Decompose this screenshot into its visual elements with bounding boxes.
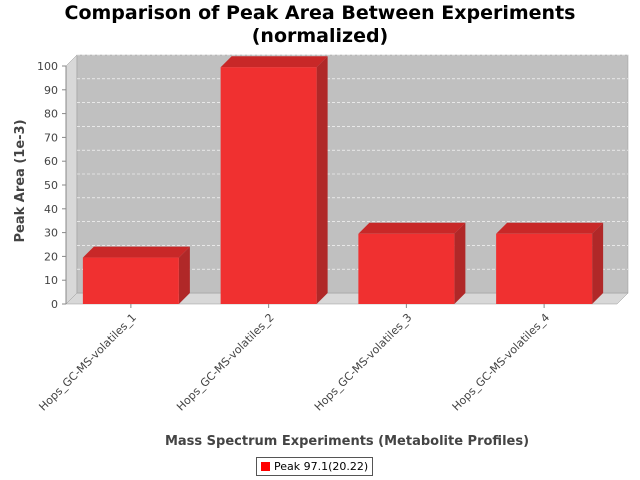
category-label: Hops_GC-MS-volatiles_3 bbox=[312, 311, 415, 414]
chart-title: Comparison of Peak Area Between Experime… bbox=[0, 2, 640, 48]
category-label: Hops_GC-MS-volatiles_1 bbox=[36, 311, 139, 414]
bar-side bbox=[316, 56, 328, 304]
y-tick-label: 70 bbox=[44, 131, 58, 144]
legend-swatch bbox=[261, 462, 270, 471]
plot-left-wall bbox=[65, 54, 78, 305]
bar-front bbox=[220, 67, 317, 304]
bar-top bbox=[496, 222, 604, 234]
category-label: Hops_GC-MS-volatiles_2 bbox=[174, 311, 277, 414]
legend-label: Peak 97.1(20.22) bbox=[274, 460, 369, 473]
bar bbox=[496, 222, 604, 304]
chart-title-line-2: (normalized) bbox=[251, 25, 389, 47]
legend: Peak 97.1(20.22) bbox=[256, 457, 374, 476]
y-tick-label: 30 bbox=[44, 227, 58, 240]
chart-title-line-1: Comparison of Peak Area Between Experime… bbox=[64, 2, 576, 24]
y-tick-label: 0 bbox=[51, 298, 58, 311]
y-tick-label: 10 bbox=[44, 274, 58, 287]
bar-front bbox=[358, 233, 455, 304]
y-tick-label: 60 bbox=[44, 155, 58, 168]
bar-front bbox=[82, 257, 179, 304]
bar-top bbox=[82, 246, 190, 258]
bar-top bbox=[220, 56, 328, 68]
bar-side bbox=[454, 222, 466, 304]
y-tick-label: 90 bbox=[44, 84, 58, 97]
y-tick-label: 80 bbox=[44, 108, 58, 121]
x-axis-label: Mass Spectrum Experiments (Metabolite Pr… bbox=[165, 434, 529, 449]
y-tick-label: 20 bbox=[44, 250, 58, 263]
y-tick-label: 40 bbox=[44, 203, 58, 216]
y-axis-label: Peak Area (1e-3) bbox=[13, 119, 28, 242]
bar bbox=[220, 56, 328, 304]
y-tick-label: 50 bbox=[44, 179, 58, 192]
bar-front bbox=[496, 233, 593, 304]
bar-side bbox=[178, 246, 190, 304]
bar bbox=[82, 246, 190, 304]
y-tick-label: 100 bbox=[37, 60, 58, 73]
bar-top bbox=[358, 222, 466, 234]
category-label: Hops_GC-MS-volatiles_4 bbox=[450, 311, 553, 414]
bar bbox=[358, 222, 466, 304]
bar-side bbox=[592, 222, 604, 304]
